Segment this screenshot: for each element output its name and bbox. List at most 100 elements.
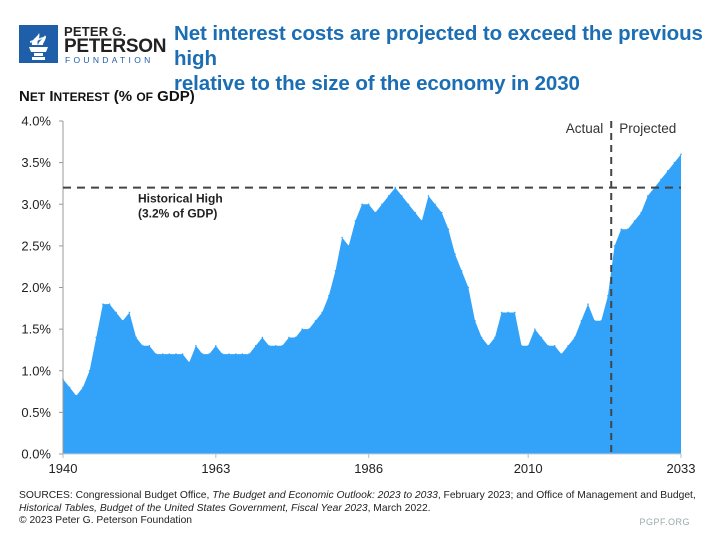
data-point xyxy=(201,353,204,355)
data-point xyxy=(102,303,104,305)
x-tick-label: 1963 xyxy=(201,461,230,476)
data-point xyxy=(480,336,483,339)
sources-title1: The Budget and Economic Outlook: 2023 to… xyxy=(212,490,438,501)
data-point xyxy=(640,211,642,214)
data-point xyxy=(334,270,337,272)
data-point xyxy=(487,344,490,347)
data-point xyxy=(401,195,403,197)
data-point xyxy=(221,353,224,355)
data-point xyxy=(314,320,317,322)
data-point xyxy=(148,344,151,347)
y-tick-label: 2.0% xyxy=(21,280,51,295)
data-point xyxy=(281,344,284,347)
data-point xyxy=(88,369,91,372)
data-point xyxy=(427,195,430,197)
y-tick-label: 1.0% xyxy=(21,363,51,378)
y-axis-title: NET INTEREST (% OF GDP) xyxy=(19,88,195,105)
data-point xyxy=(367,203,370,206)
data-point xyxy=(553,344,556,347)
data-point xyxy=(108,303,111,305)
sources-line2: Historical Tables, Budget of the United … xyxy=(19,503,696,516)
data-point xyxy=(82,386,84,389)
data-point xyxy=(666,170,669,172)
data-point xyxy=(308,328,310,330)
data-point xyxy=(567,344,569,347)
data-point xyxy=(188,361,191,364)
data-point xyxy=(135,336,137,339)
data-point xyxy=(434,203,436,206)
data-point xyxy=(467,286,470,289)
data-point xyxy=(587,303,589,305)
data-point xyxy=(195,344,197,347)
data-point xyxy=(440,211,443,214)
data-point xyxy=(161,353,164,355)
y-axis-title-unit: (% OF GDP) xyxy=(113,88,195,105)
data-point xyxy=(288,336,290,339)
y-tick-label: 4.0% xyxy=(21,114,51,129)
y-tick-label: 0.0% xyxy=(21,447,51,462)
actual-label: Actual xyxy=(566,121,604,136)
x-tick-label: 2010 xyxy=(514,461,543,476)
data-point xyxy=(534,328,536,330)
data-point xyxy=(294,336,297,339)
y-axis-title-main: NET INTEREST xyxy=(19,88,110,105)
data-point xyxy=(500,311,503,314)
data-point xyxy=(593,320,596,322)
y-tick-label: 3.0% xyxy=(21,197,51,212)
data-point xyxy=(122,320,124,322)
headline-line2: relative to the size of the economy in 2… xyxy=(174,72,580,95)
data-point xyxy=(241,353,244,355)
x-tick-label: 1986 xyxy=(354,461,383,476)
data-point xyxy=(620,228,622,231)
data-point xyxy=(600,320,603,322)
data-point xyxy=(68,386,71,389)
data-point xyxy=(633,220,636,222)
data-point xyxy=(580,320,583,322)
data-point xyxy=(168,353,171,355)
copyright: © 2023 Peter G. Peterson Foundation xyxy=(19,515,193,526)
sources-mid: , February 2023; and Office of Managemen… xyxy=(437,490,696,501)
data-point xyxy=(301,328,304,330)
data-point xyxy=(261,336,264,339)
chart-headline: Net interest costs are projected to exce… xyxy=(174,21,720,96)
data-point xyxy=(673,161,676,164)
logo-line2: PETERSON xyxy=(64,36,167,57)
y-tick-label: 0.5% xyxy=(21,405,51,420)
data-point xyxy=(354,220,357,222)
data-point xyxy=(540,336,543,339)
data-point xyxy=(527,344,529,347)
y-tick-label: 2.5% xyxy=(21,238,51,253)
data-point xyxy=(341,236,343,239)
data-point xyxy=(460,270,463,272)
data-point xyxy=(387,195,390,197)
x-tick-label: 2033 xyxy=(667,461,696,476)
data-point xyxy=(474,320,476,322)
data-point xyxy=(347,245,350,247)
data-point xyxy=(520,344,523,347)
data-point xyxy=(447,228,450,231)
data-point xyxy=(514,311,516,314)
data-point xyxy=(454,253,456,255)
data-point xyxy=(374,211,377,214)
data-point xyxy=(181,353,184,355)
website-link[interactable]: PGPF.ORG xyxy=(639,517,690,527)
data-point xyxy=(321,311,323,314)
data-point xyxy=(115,311,117,314)
data-point xyxy=(613,245,616,247)
logo-line3: FOUNDATION xyxy=(65,55,154,65)
data-point xyxy=(95,336,98,339)
data-point xyxy=(627,228,629,231)
headline-line1: Net interest costs are projected to exce… xyxy=(174,22,703,70)
historical-high-label: Historical High xyxy=(138,192,223,206)
data-point xyxy=(208,353,210,355)
data-point xyxy=(394,186,397,189)
x-tick-label: 1940 xyxy=(49,461,78,476)
torch-icon xyxy=(19,25,58,63)
data-point xyxy=(607,295,609,297)
data-point xyxy=(141,344,144,347)
data-point xyxy=(560,353,563,355)
data-point xyxy=(414,211,416,214)
data-point xyxy=(215,344,217,347)
data-point xyxy=(680,153,682,156)
